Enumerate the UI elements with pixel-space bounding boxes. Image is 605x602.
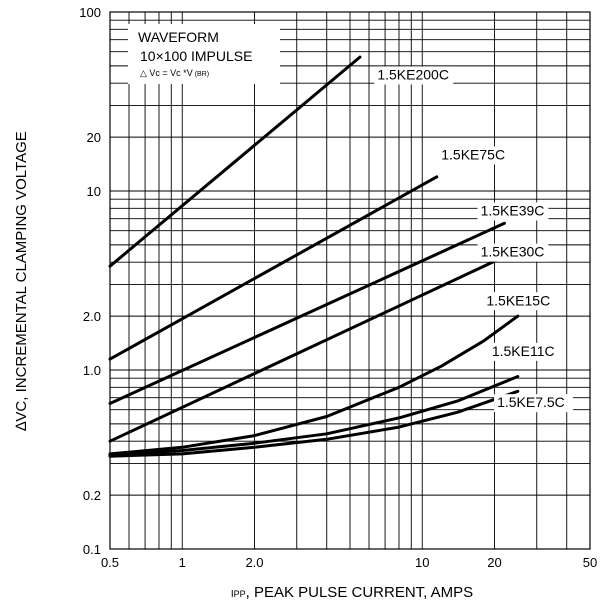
series-line [108, 389, 520, 458]
series-label: 1.5KE30C [481, 244, 545, 260]
x-tick-label: 0.5 [101, 555, 119, 570]
series-label: 1.5KE39C [481, 202, 545, 218]
y-tick-label: 0.2 [83, 488, 101, 503]
y-tick-label: 10 [87, 184, 101, 199]
x-axis-title-sub: PP [234, 589, 246, 599]
x-tick-label: 10 [415, 555, 429, 570]
x-axis-title-prefix: I [231, 589, 234, 600]
y-axis-title: ∆VC, INCREMENTAL CLAMPING VOLTAGE [13, 131, 30, 431]
annotation-line1: WAVEFORM [138, 29, 219, 45]
y-tick-label: 1.0 [83, 363, 101, 378]
annotation-line3: △ Vc = Vc *V (BR) [140, 68, 209, 78]
annotation-background [128, 24, 280, 84]
plot-frame [109, 11, 591, 550]
series-label: 1.5KE75C [441, 146, 505, 162]
series-label-background [488, 342, 560, 361]
waveform-annotation: WAVEFORM 10×100 IMPULSE △ Vc = Vc *V (BR) [128, 24, 280, 84]
x-tick-label: 50 [583, 555, 597, 570]
series-label: 1.5KE200C [377, 66, 449, 82]
series-label-background [477, 202, 549, 221]
series-label: 1.5KE7.5C [497, 394, 565, 410]
series-line [108, 221, 506, 405]
x-tick-label: 1 [179, 555, 186, 570]
annotation-line2: 10×100 IMPULSE [140, 48, 252, 64]
series-label: 1.5KE11C [492, 343, 555, 359]
series-label-background [494, 394, 573, 413]
y-tick-label: 0.1 [83, 542, 101, 557]
grid [110, 12, 590, 549]
series-line [108, 55, 362, 268]
x-tick-labels: 0.5 1 2.0 10 20 50 [101, 555, 597, 570]
series-label: 1.5KE15C [486, 292, 550, 308]
series-label-background [374, 66, 454, 85]
y-tick-label: 20 [87, 130, 101, 145]
series-line [108, 255, 506, 443]
series-label-background [438, 146, 510, 165]
series-line [108, 175, 439, 361]
series-lines [108, 55, 520, 458]
y-tick-labels: 0.1 0.2 1.0 2.0 10 20 100 [79, 5, 101, 557]
series-line [108, 314, 520, 456]
series-labels: 1.5KE200C 1.5KE75C 1.5KE39C 1.5KE30C 1.5KE15… [374, 66, 573, 413]
x-axis-title-rest: , PEAK PULSE CURRENT, AMPS [246, 584, 474, 601]
series-label-background [477, 243, 549, 262]
y-tick-label: 2.0 [83, 309, 101, 324]
series-label-background [483, 292, 555, 311]
y-tick-label: 100 [79, 5, 101, 20]
x-tick-label: 2.0 [245, 555, 263, 570]
x-tick-label: 20 [487, 555, 501, 570]
annotation-formula-sub: (BR) [195, 71, 209, 78]
series-line [108, 375, 520, 457]
x-axis-title: IPP, PEAK PULSE CURRENT, AMPS [231, 584, 473, 601]
annotation-formula: △ Vc = Vc *V [140, 68, 193, 78]
